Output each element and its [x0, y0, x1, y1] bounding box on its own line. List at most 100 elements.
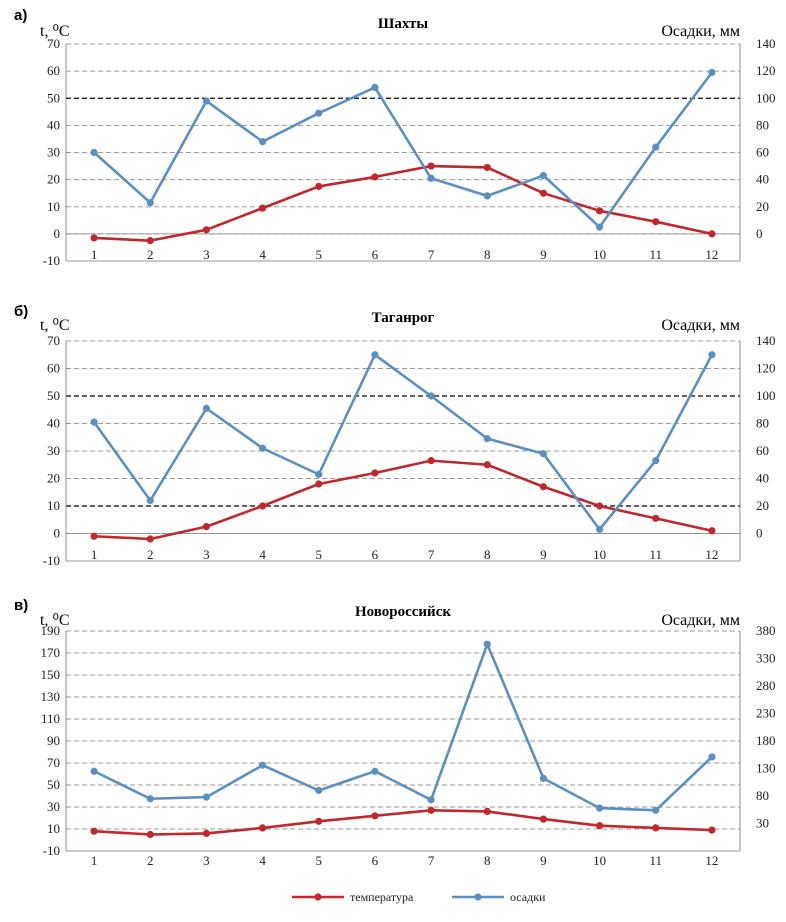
x-tick-label: 12 — [705, 547, 718, 562]
y-tick-left: 30 — [47, 145, 60, 160]
y-tick-left: 50 — [47, 388, 60, 403]
temperature-point — [652, 514, 660, 522]
y-tick-right: 40 — [756, 471, 769, 486]
x-tick-label: 4 — [259, 247, 266, 262]
x-tick-label: 9 — [540, 547, 547, 562]
temperature-point — [146, 535, 154, 543]
y-tick-left: 170 — [41, 645, 61, 660]
temperature-point — [202, 829, 211, 838]
y-tick-right: 80 — [756, 416, 769, 431]
x-tick-label: 3 — [203, 247, 210, 262]
y-tick-left: -10 — [43, 553, 60, 568]
x-tick-label: 1 — [91, 547, 98, 562]
y-tick-right: 20 — [756, 498, 769, 513]
y-tick-left: -10 — [43, 843, 60, 858]
temperature-point — [371, 812, 379, 820]
y-axis-label-left: t, ⁰C — [40, 317, 70, 334]
precipitation-point — [258, 761, 267, 769]
y-tick-left: 30 — [47, 443, 60, 458]
y-axis-label-left: t, ⁰C — [40, 612, 70, 629]
precipitation-point — [371, 767, 379, 775]
x-tick-label: 5 — [316, 853, 323, 868]
x-tick-label: 2 — [147, 547, 154, 562]
y-tick-left: 30 — [47, 799, 60, 814]
temperature-point — [90, 532, 98, 540]
precipitation-point — [483, 640, 491, 648]
x-tick-label: 1 — [91, 247, 98, 262]
temperature-point — [483, 807, 491, 816]
precipitation-point — [427, 392, 435, 400]
temperature-point — [595, 207, 604, 215]
temperature-point — [258, 824, 267, 832]
y-tick-left: 50 — [47, 90, 60, 105]
legend-precipitation-marker — [474, 893, 482, 901]
precipitation-point — [315, 109, 323, 117]
x-tick-label: 9 — [540, 853, 547, 868]
precipitation-point — [708, 68, 716, 77]
precipitation-line — [93, 71, 713, 229]
y-tick-left: -10 — [43, 253, 60, 268]
y-tick-left: 70 — [47, 36, 60, 51]
precipitation-point — [371, 351, 379, 359]
temperature-point — [539, 483, 548, 491]
x-tick-label: 11 — [649, 547, 662, 562]
precipitation-line — [93, 642, 713, 812]
temperature-point — [595, 502, 604, 510]
y-axis-label-right: Осадки, мм — [661, 317, 740, 334]
temperature-point — [427, 162, 435, 170]
precipitation-point — [90, 148, 98, 157]
y-tick-left: 70 — [47, 755, 60, 770]
x-tick-label: 11 — [649, 247, 662, 262]
precipitation-point — [483, 435, 491, 443]
x-tick-label: 6 — [372, 247, 379, 262]
x-tick-label: 3 — [203, 853, 210, 868]
y-tick-left: 0 — [54, 226, 61, 241]
x-tick-label: 3 — [203, 547, 210, 562]
y-tick-left: 10 — [47, 199, 60, 214]
temperature-point — [483, 163, 491, 172]
y-tick-right: 80 — [756, 117, 769, 132]
y-tick-right: 100 — [756, 90, 776, 105]
temperature-point — [146, 237, 154, 245]
precipitation-point — [652, 143, 660, 151]
y-tick-left: 190 — [41, 623, 61, 638]
y-tick-right: 60 — [756, 443, 769, 458]
precipitation-point — [539, 450, 548, 458]
x-tick-label: 4 — [259, 853, 266, 868]
y-tick-left: 0 — [54, 526, 61, 541]
x-tick-label: 6 — [372, 853, 379, 868]
y-tick-left: 130 — [41, 689, 61, 704]
x-tick-label: 10 — [593, 853, 606, 868]
legend: температура осадки — [292, 890, 546, 904]
y-tick-right: 40 — [756, 172, 769, 187]
y-tick-left: 10 — [47, 821, 60, 836]
temperature-point — [146, 830, 154, 839]
precipitation-point — [539, 774, 548, 783]
y-tick-right: 120 — [756, 63, 776, 78]
x-tick-label: 9 — [540, 247, 547, 262]
y-tick-right: 280 — [756, 678, 776, 693]
x-tick-label: 5 — [316, 547, 323, 562]
panel-letter: а) — [14, 7, 27, 24]
y-tick-right: 180 — [756, 733, 776, 748]
y-axis-label-right: Осадки, мм — [661, 612, 740, 629]
temperature-point — [652, 218, 660, 226]
y-tick-right: 120 — [756, 361, 776, 376]
x-tick-label: 11 — [649, 853, 662, 868]
y-axis-label-left: t, ⁰C — [40, 23, 70, 40]
precipitation-point — [652, 806, 660, 814]
y-tick-right: 80 — [756, 788, 769, 803]
precipitation-point — [708, 351, 716, 359]
precipitation-point — [708, 753, 716, 761]
x-tick-label: 8 — [484, 247, 491, 262]
y-tick-right: 0 — [756, 526, 763, 541]
x-tick-label: 4 — [259, 547, 266, 562]
y-tick-left: 20 — [47, 471, 60, 486]
x-tick-label: 2 — [147, 247, 154, 262]
precipitation-point — [371, 83, 379, 91]
y-tick-left: 50 — [47, 777, 60, 792]
panel-letter: в) — [14, 597, 28, 614]
x-tick-label: 12 — [705, 247, 718, 262]
y-tick-left: 20 — [47, 172, 60, 187]
